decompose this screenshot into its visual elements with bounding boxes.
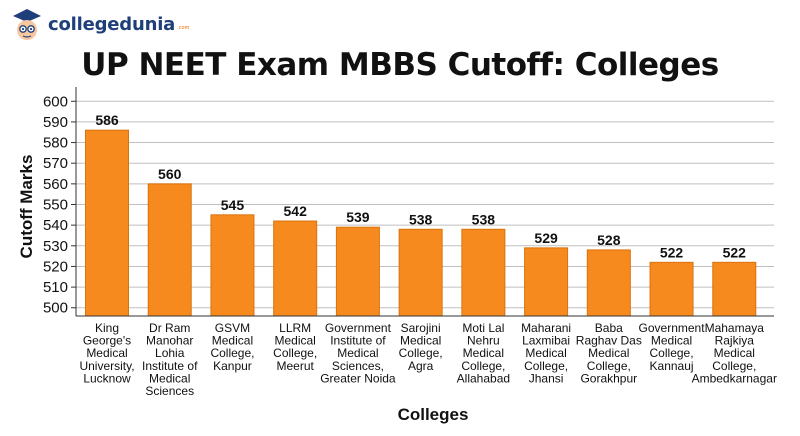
bar <box>461 228 506 317</box>
brand-domain-suffix: .com <box>177 25 190 31</box>
bar-value-label: 545 <box>221 197 245 213</box>
x-category-label: Government Medical College, Kannauj <box>639 321 706 373</box>
y-axis-title: Cutoff Marks <box>17 155 36 259</box>
bar <box>524 247 569 317</box>
y-tick-label: 510 <box>43 279 68 296</box>
bar-value-label: 542 <box>284 203 308 219</box>
bar-value-label: 522 <box>660 244 684 260</box>
y-tick-label: 550 <box>43 197 68 214</box>
x-category-label: Sarojini Medical College, Agra <box>399 321 443 373</box>
x-category-label: Government Institute of Medical Sciences, Gr… <box>320 321 396 385</box>
y-tick-label: 500 <box>43 300 68 317</box>
bar <box>649 261 694 317</box>
bar <box>398 228 443 317</box>
x-category-label: Dr Ram Manohar Lohia Institute of Medical Sci… <box>142 321 198 398</box>
x-category-label: Baba Raghav Das Medical College, Gorakhpur <box>576 321 642 385</box>
bars <box>85 129 757 317</box>
bar-value-label: 538 <box>472 211 496 227</box>
bar-value-label: 528 <box>597 232 621 248</box>
bar <box>85 129 129 317</box>
x-category-label: Maharani Laxmibai Medical College, Jhansi <box>521 321 571 385</box>
x-axis-title: Colleges <box>398 405 469 424</box>
x-category-label: King George's Medical University, Lucknow <box>79 321 134 385</box>
y-tick-label: 580 <box>43 135 68 152</box>
x-category-label: LLRM Medical College, Meerut <box>273 321 317 373</box>
labels: 586 King George's Medical University, Lucknow… <box>17 112 777 424</box>
bar-value-label: 538 <box>409 211 433 227</box>
bar-value-label: 522 <box>723 244 747 260</box>
y-tick-label: 570 <box>43 155 68 172</box>
axes: 500 510 520 530 540 550 560 570 580 590 600 <box>43 87 774 317</box>
bar <box>586 249 631 317</box>
y-tick-label: 600 <box>43 93 68 110</box>
x-category-label: Moti Lal Nehru Medical College, Allahabad <box>457 321 510 385</box>
y-tick-label: 560 <box>43 176 68 193</box>
bar <box>210 214 255 317</box>
y-tick-label: 530 <box>43 238 68 255</box>
bar-value-label: 560 <box>158 166 182 182</box>
bar <box>273 220 318 317</box>
bar-value-label: 539 <box>346 209 370 225</box>
bar <box>712 261 757 317</box>
x-category-label: Mahamaya Rajkiya Medical College, Ambedkarna… <box>692 321 777 385</box>
x-category-label: GSVM Medical College, Kanpur <box>210 321 254 373</box>
bar <box>147 183 192 317</box>
bar-value-label: 586 <box>95 112 119 128</box>
y-tick-label: 540 <box>43 217 68 234</box>
y-tick-label: 520 <box>43 258 68 275</box>
y-tick-label: 590 <box>43 114 68 131</box>
brand-logo: collegedunia .com <box>10 4 189 44</box>
graduate-mascot-icon <box>13 9 41 40</box>
bar <box>335 226 380 317</box>
brand-name: collegedunia <box>48 13 176 35</box>
bar-value-label: 529 <box>534 230 558 246</box>
chart-title: UP NEET Exam MBBS Cutoff: Colleges <box>81 47 719 83</box>
